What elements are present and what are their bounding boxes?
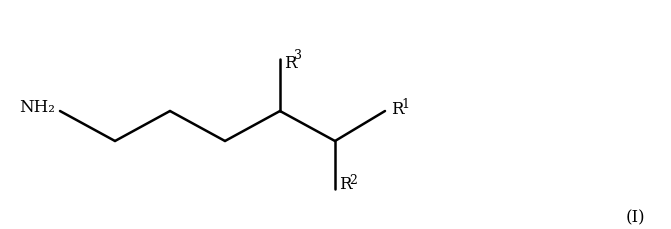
Text: R: R [391,101,403,117]
Text: NH₂: NH₂ [19,99,55,117]
Text: R: R [339,176,352,193]
Text: 3: 3 [294,49,302,62]
Text: R: R [284,55,297,72]
Text: 2: 2 [349,174,357,187]
Text: (I): (I) [625,209,645,226]
Text: 1: 1 [401,98,409,111]
